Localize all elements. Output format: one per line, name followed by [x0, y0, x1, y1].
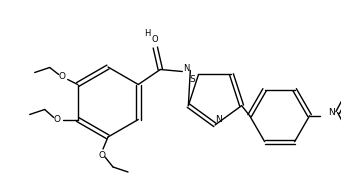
Text: O: O [152, 35, 159, 44]
Text: H: H [144, 29, 150, 38]
Text: O: O [58, 72, 65, 81]
Text: S: S [190, 75, 195, 84]
Text: O: O [53, 115, 60, 124]
Text: N: N [328, 108, 335, 117]
Text: O: O [99, 152, 105, 161]
Text: N: N [214, 115, 221, 124]
Text: N: N [183, 64, 190, 73]
